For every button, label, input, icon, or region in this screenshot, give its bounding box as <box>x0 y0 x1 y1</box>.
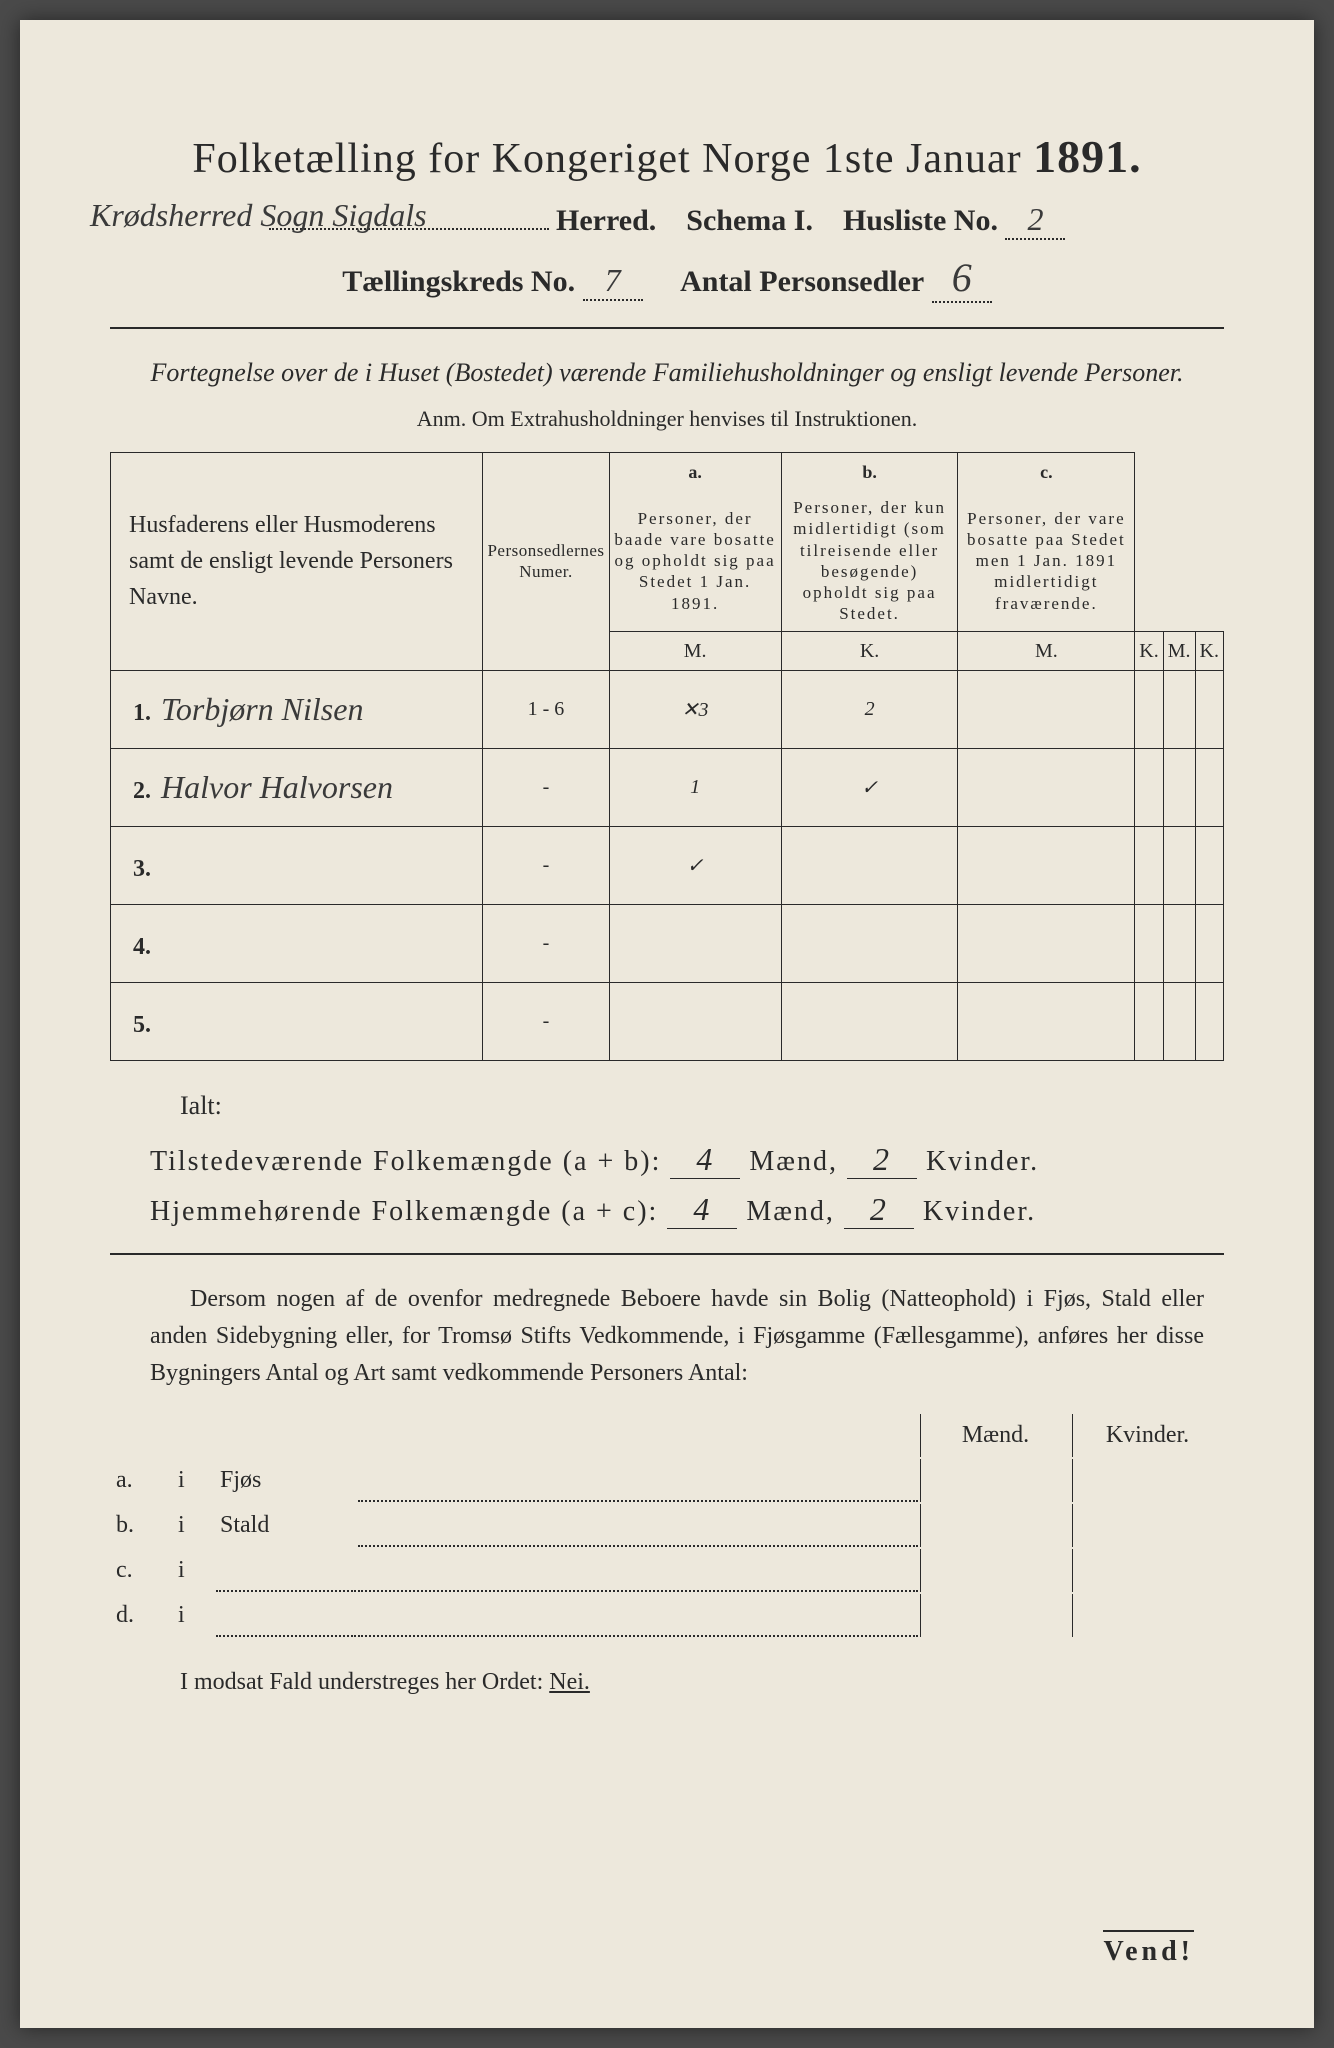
page-title: Folketælling for Kongeriget Norge 1ste J… <box>110 130 1224 183</box>
table-row: 5. - <box>111 982 1224 1060</box>
table-row: 4. - <box>111 904 1224 982</box>
kreds-no: 7 <box>583 262 643 301</box>
building-table: Mænd. Kvinder. a. i Fjøs b. i Stald c. i… <box>110 1412 1224 1639</box>
antal-label: Antal Personsedler <box>680 265 924 298</box>
nei-line: I modsat Fald understreges her Ordet: Ne… <box>180 1669 1224 1696</box>
subtitle: Fortegnelse over de i Huset (Bostedet) v… <box>110 353 1224 392</box>
divider-1 <box>110 327 1224 329</box>
building-row: d. i <box>112 1594 1222 1637</box>
husliste-label: Husliste No. <box>843 204 998 237</box>
col-header-numer: Personsedlernes Numer. <box>483 453 609 671</box>
b-head-m: Mænd. <box>920 1414 1070 1457</box>
husliste-no: 2 <box>1005 201 1065 240</box>
divider-2 <box>110 1253 1224 1255</box>
herred-handwritten: Krødsherred Sogn Sigdals <box>90 197 427 234</box>
nei-word: Nei. <box>549 1669 590 1695</box>
col-b-m: M. <box>958 631 1135 670</box>
title-year: 1891. <box>1033 131 1142 182</box>
title-text: Folketælling for Kongeriget Norge 1ste J… <box>192 136 1021 182</box>
building-row: b. i Stald <box>112 1504 1222 1547</box>
col-c-letter: c. <box>958 453 1135 492</box>
col-c-k: K. <box>1195 631 1223 670</box>
census-table: Husfaderens eller Husmoderens samt de en… <box>110 452 1224 1061</box>
census-form-page: Folketælling for Kongeriget Norge 1ste J… <box>20 20 1314 2028</box>
totals-line-2: Hjemmehørende Folkemængde (a + c): 4 Mæn… <box>150 1191 1224 1229</box>
col-c-desc: Personer, der vare bosatte paa Stedet me… <box>958 491 1135 631</box>
anm-note: Anm. Om Extrahusholdninger henvises til … <box>110 406 1224 432</box>
col-header-names: Husfaderens eller Husmoderens samt de en… <box>111 453 483 671</box>
herred-label: Herred. <box>556 204 656 237</box>
kreds-label: Tællingskreds No. <box>342 265 575 298</box>
building-paragraph: Dersom nogen af de ovenfor medregnede Be… <box>150 1281 1204 1393</box>
col-b-letter: b. <box>781 453 958 492</box>
table-row: 2. Halvor Halvorsen - 1 ✓ <box>111 748 1224 826</box>
col-a-letter: a. <box>609 453 781 492</box>
ialt-label: Ialt: <box>180 1091 1224 1121</box>
b-head-k: Kvinder. <box>1072 1414 1222 1457</box>
col-b-desc: Personer, der kun midlertidigt (som tilr… <box>781 491 958 631</box>
building-row: c. i <box>112 1549 1222 1592</box>
totals-line-1: Tilstedeværende Folkemængde (a + b): 4 M… <box>150 1141 1224 1179</box>
schema-label: Schema I. <box>686 204 813 237</box>
table-row: 1. Torbjørn Nilsen 1 - 6 ✕3 2 <box>111 670 1224 748</box>
table-row: 3. - ✓ <box>111 826 1224 904</box>
col-a-k: K. <box>781 631 958 670</box>
col-a-desc: Personer, der baade vare bosatte og opho… <box>609 491 781 631</box>
col-b-k: K. <box>1135 631 1163 670</box>
col-c-m: M. <box>1163 631 1195 670</box>
building-row: a. i Fjøs <box>112 1459 1222 1502</box>
vend-label: Vend! <box>1103 1930 1194 1968</box>
header-line-1: Krødsherred Sogn Sigdals Herred. Schema … <box>110 201 1224 240</box>
col-a-m: M. <box>609 631 781 670</box>
header-line-2: Tællingskreds No. 7 Antal Personsedler 6 <box>110 254 1224 303</box>
antal-no: 6 <box>932 254 992 303</box>
